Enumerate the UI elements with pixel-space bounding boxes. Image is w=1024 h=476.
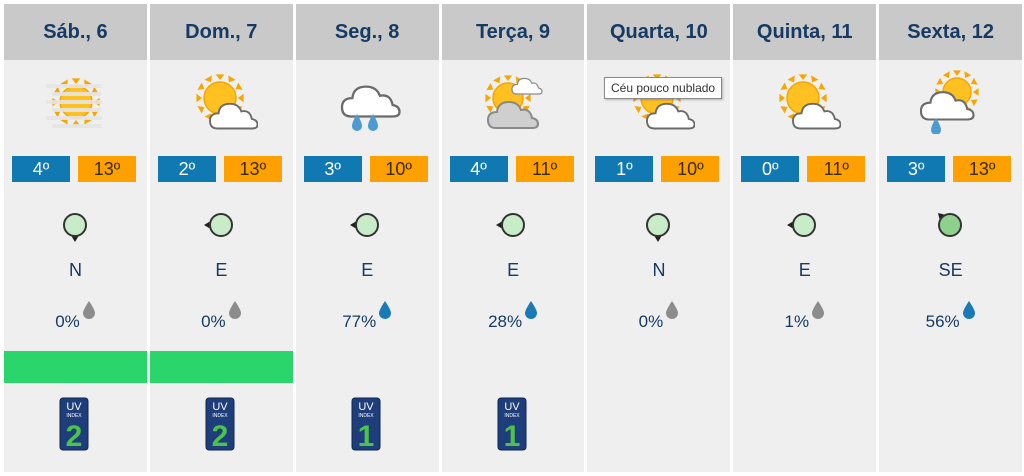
min-temperature: 2º (157, 156, 216, 182)
day-column[interactable]: Sáb., 6 4º 13º N 0% UV INDEX 2 (4, 4, 147, 472)
max-temperature: 10º (661, 156, 720, 182)
svg-text:UV: UV (66, 401, 82, 413)
sun-cloud-icon[interactable] (186, 70, 259, 134)
day-column[interactable]: Sexta, 12 3º 13º SE 56% (879, 4, 1023, 472)
day-column[interactable]: Seg., 8 3º 10º E 77% UV INDEX 1 (295, 4, 439, 472)
precipitation-probability: 0% (638, 312, 664, 331)
day-label: Sexta, 12 (879, 4, 1023, 60)
temperature-range: 3º 13º (887, 156, 1013, 182)
max-temperature: 13º (953, 156, 1012, 182)
min-temperature: 3º (887, 156, 946, 182)
temperature-range: 1º 10º (595, 156, 721, 182)
rain-cloud-icon[interactable] (332, 70, 404, 134)
day-column[interactable]: Quinta, 11 0º 11º E 1% (733, 4, 877, 472)
precipitation: 56% (879, 300, 1022, 332)
wind-direction-icon (56, 206, 94, 244)
wind-direction-icon (785, 206, 823, 244)
svg-text:UV: UV (504, 401, 520, 413)
raindrop-icon (811, 300, 825, 320)
wind-direction-label: E (507, 260, 520, 280)
sun-cloud-icon[interactable] (769, 70, 842, 134)
svg-text:UV: UV (358, 401, 374, 413)
svg-text:INDEX: INDEX (504, 413, 520, 419)
max-temperature: 13º (223, 156, 282, 182)
raindrop-icon (524, 300, 538, 320)
sun-cloud-rain-icon[interactable] (915, 70, 987, 135)
day-label: Sáb., 6 (4, 4, 147, 60)
svg-text:2: 2 (212, 420, 229, 451)
raindrop-icon (962, 300, 976, 320)
uv-index-icon: UV INDEX 1 (497, 397, 527, 453)
wind-direction-label: E (798, 260, 811, 280)
uv-index-icon: UV INDEX 1 (351, 397, 381, 453)
min-temperature: 4º (12, 156, 70, 182)
precipitation-probability: 0% (55, 312, 80, 331)
precipitation-probability: 1% (784, 312, 810, 331)
precipitation-probability: 56% (925, 312, 960, 331)
precipitation: 28% (442, 300, 585, 332)
precipitation-probability: 28% (488, 312, 523, 331)
raindrop-icon (378, 300, 392, 320)
day-label: Seg., 8 (295, 4, 439, 60)
precipitation: 1% (733, 300, 876, 332)
raindrop-icon (82, 300, 96, 320)
wind-direction-label: SE (938, 260, 963, 280)
raindrop-icon (228, 300, 242, 320)
wind-direction-label: E (215, 260, 228, 280)
day-label: Quinta, 11 (733, 4, 877, 60)
svg-text:1: 1 (503, 420, 520, 451)
temperature-range: 4º 11º (449, 156, 576, 182)
precipitation: 0% (4, 300, 147, 332)
uv-index-icon: UV INDEX 2 (59, 397, 89, 453)
uv-index-icon: UV INDEX 2 (205, 397, 235, 453)
wind-direction-icon (494, 206, 532, 244)
forecast-grid: Sáb., 6 4º 13º N 0% UV INDEX 2 Dom., 7 2… (4, 4, 1023, 472)
min-temperature: 4º (449, 156, 508, 182)
min-temperature: 1º (595, 156, 654, 182)
precipitation-probability: 0% (201, 312, 226, 331)
day-label: Quarta, 10 (587, 4, 731, 60)
precipitation: 0% (150, 300, 293, 332)
svg-text:1: 1 (357, 420, 374, 451)
max-temperature: 11º (515, 156, 574, 182)
wind-direction-icon (931, 206, 969, 244)
svg-text:INDEX: INDEX (358, 413, 374, 419)
temperature-range: 0º 11º (741, 156, 867, 182)
svg-text:2: 2 (66, 420, 83, 451)
wind-direction-label: E (361, 260, 374, 280)
precipitation: 0% (587, 300, 730, 332)
wind-direction-icon (348, 206, 386, 244)
day-column[interactable]: Terça, 9 4º 11º E 28% UV INDEX 1 (441, 4, 585, 472)
sun-clouds-icon[interactable] (478, 70, 550, 134)
temperature-range: 4º 13º (12, 156, 138, 182)
wind-direction-icon (639, 206, 677, 244)
wind-direction-label: N (69, 260, 82, 280)
temperature-range: 3º 10º (303, 156, 430, 182)
svg-text:INDEX: INDEX (66, 413, 82, 419)
wind-direction-icon (202, 206, 240, 244)
wind-direction-label: N (652, 260, 666, 280)
day-column[interactable]: Dom., 7 2º 13º E 0% UV INDEX 2 (149, 4, 293, 472)
fog-sun-icon[interactable] (40, 70, 112, 134)
precipitation-probability: 77% (342, 312, 377, 331)
min-temperature: 0º (741, 156, 800, 182)
day-label: Dom., 7 (149, 4, 293, 60)
weather-tooltip: Céu pouco nublado (604, 77, 723, 99)
max-temperature: 13º (78, 156, 136, 182)
max-temperature: 10º (369, 156, 428, 182)
air-quality-bar (149, 351, 293, 383)
min-temperature: 3º (303, 156, 362, 182)
precipitation: 77% (296, 300, 439, 332)
day-label: Terça, 9 (441, 4, 585, 60)
air-quality-bar (4, 351, 147, 383)
max-temperature: 11º (807, 156, 866, 182)
svg-text:UV: UV (212, 401, 228, 413)
raindrop-icon (665, 300, 679, 320)
day-column[interactable]: Quarta, 10 1º 10º N 0% (587, 4, 731, 472)
temperature-range: 2º 13º (157, 156, 284, 182)
svg-text:INDEX: INDEX (212, 413, 228, 419)
